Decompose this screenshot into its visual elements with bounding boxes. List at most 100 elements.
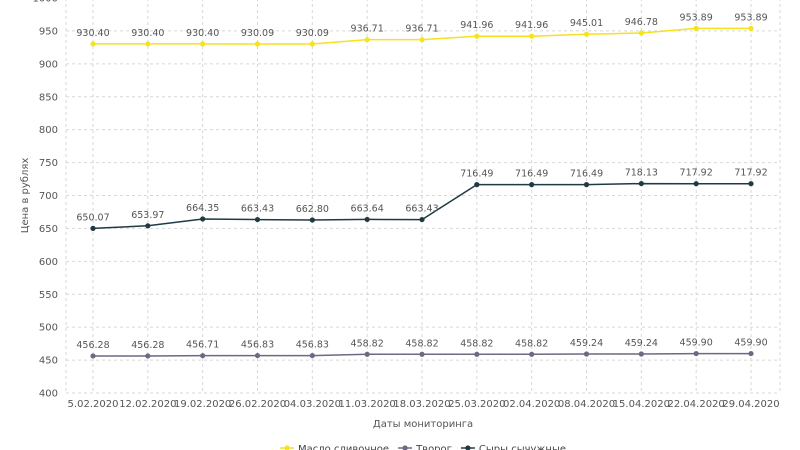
data-point[interactable] bbox=[200, 216, 206, 222]
data-point[interactable] bbox=[583, 31, 590, 37]
data-label: 458.82 bbox=[515, 338, 548, 349]
y-tick-label: 500 bbox=[39, 323, 58, 334]
data-label: 458.82 bbox=[351, 338, 384, 349]
data-point[interactable] bbox=[145, 353, 151, 359]
series-1: 930.40 930.40 930.40 930.09 930.09 936.71 936.… bbox=[76, 12, 768, 47]
data-point[interactable] bbox=[474, 351, 480, 357]
data-point[interactable] bbox=[529, 33, 535, 39]
data-point[interactable] bbox=[254, 216, 261, 223]
x-axis-ticks: 5.02.2020 12.02.202019.02.202026.02.20200… bbox=[68, 399, 780, 410]
data-label: 716.49 bbox=[460, 169, 493, 180]
data-label: 930.40 bbox=[186, 28, 219, 39]
data-label: 653.97 bbox=[131, 210, 164, 221]
data-point[interactable] bbox=[364, 351, 370, 357]
x-tick-label: 08.04.2020 bbox=[558, 399, 615, 410]
y-tick-label: 700 bbox=[39, 191, 58, 202]
legend-marker bbox=[284, 445, 290, 450]
data-point[interactable] bbox=[748, 350, 754, 357]
legend-item-3[interactable]: Сыры сычужные bbox=[460, 444, 566, 450]
data-label: 930.40 bbox=[131, 28, 164, 39]
data-label: 936.71 bbox=[351, 24, 384, 35]
data-point[interactable] bbox=[638, 351, 644, 357]
y-tick-label: 900 bbox=[39, 59, 58, 70]
data-label: 664.35 bbox=[186, 203, 219, 214]
y-tick-label: 800 bbox=[39, 125, 58, 136]
data-point[interactable] bbox=[90, 225, 96, 231]
data-point[interactable] bbox=[419, 216, 425, 223]
data-point[interactable] bbox=[748, 181, 754, 187]
legend: Масло сливочное Творог Сыры сычужные bbox=[280, 444, 566, 450]
data-label: 456.28 bbox=[131, 340, 164, 351]
data-point[interactable] bbox=[90, 41, 96, 47]
data-label: 458.82 bbox=[405, 338, 438, 349]
data-point[interactable] bbox=[748, 25, 754, 31]
x-tick-label: 12.02.2020 bbox=[119, 399, 176, 410]
data-label: 663.43 bbox=[241, 204, 274, 215]
data-label: 459.24 bbox=[570, 338, 603, 349]
data-label: 953.89 bbox=[680, 12, 713, 23]
data-label: 716.49 bbox=[515, 169, 548, 180]
data-point[interactable] bbox=[693, 181, 699, 187]
grid bbox=[65, 0, 781, 394]
y-tick-label: 550 bbox=[39, 290, 58, 301]
data-point[interactable] bbox=[529, 182, 535, 188]
data-label: 945.01 bbox=[570, 18, 603, 29]
data-label: 456.71 bbox=[186, 340, 219, 351]
data-point[interactable] bbox=[254, 352, 261, 359]
series-2: 456.28 456.28 456.71 456.83 456.83 458.82 458.… bbox=[76, 338, 768, 359]
data-label: 930.09 bbox=[296, 28, 329, 39]
data-point[interactable] bbox=[419, 37, 425, 43]
x-tick-label: 18.03.2020 bbox=[393, 399, 450, 410]
y-tick-label: 600 bbox=[39, 257, 58, 268]
data-label: 718.13 bbox=[625, 168, 658, 179]
data-label: 456.83 bbox=[241, 340, 274, 351]
data-point[interactable] bbox=[200, 41, 206, 47]
data-point[interactable] bbox=[693, 350, 699, 357]
data-point[interactable] bbox=[474, 182, 480, 188]
data-point[interactable] bbox=[200, 353, 206, 359]
data-label: 662.80 bbox=[296, 204, 329, 215]
data-point[interactable] bbox=[90, 353, 96, 359]
data-point[interactable] bbox=[419, 351, 425, 357]
legend-item-2[interactable]: Творог bbox=[398, 444, 452, 450]
data-point[interactable] bbox=[254, 41, 261, 47]
data-point[interactable] bbox=[309, 352, 315, 359]
data-label: 930.09 bbox=[241, 28, 274, 39]
y-tick-label: 750 bbox=[39, 158, 58, 169]
data-point[interactable] bbox=[638, 180, 644, 187]
y-tick-label: 950 bbox=[39, 26, 58, 37]
data-label: 459.90 bbox=[680, 338, 713, 349]
data-point[interactable] bbox=[364, 37, 370, 43]
data-label: 456.83 bbox=[296, 340, 329, 351]
data-point[interactable] bbox=[364, 216, 370, 223]
data-point[interactable] bbox=[529, 351, 535, 357]
data-point[interactable] bbox=[583, 351, 590, 357]
y-axis-title: Цена в рублях bbox=[20, 158, 31, 234]
data-point[interactable] bbox=[638, 30, 644, 36]
legend-marker bbox=[465, 445, 471, 450]
data-label: 946.78 bbox=[625, 17, 658, 28]
data-label: 458.82 bbox=[460, 338, 493, 349]
x-tick-label: 29.04.2020 bbox=[722, 399, 779, 410]
data-point[interactable] bbox=[309, 217, 315, 223]
data-point[interactable] bbox=[145, 223, 151, 229]
x-axis-title: Даты мониторинга bbox=[373, 419, 473, 430]
data-point[interactable] bbox=[693, 25, 699, 31]
y-tick-label: 450 bbox=[39, 356, 58, 367]
data-point[interactable] bbox=[583, 182, 590, 188]
data-label: 717.92 bbox=[680, 168, 713, 179]
data-label: 941.96 bbox=[515, 20, 548, 31]
y-tick-label: 850 bbox=[39, 92, 58, 103]
x-tick-label: 19.02.2020 bbox=[174, 399, 231, 410]
x-tick-label: 25.03.2020 bbox=[448, 399, 505, 410]
legend-marker bbox=[402, 445, 408, 450]
data-point[interactable] bbox=[309, 41, 315, 47]
data-point[interactable] bbox=[145, 41, 151, 47]
data-point[interactable] bbox=[474, 33, 480, 39]
x-tick-label: 11.03.2020 bbox=[339, 399, 396, 410]
legend-label: Творог bbox=[415, 444, 452, 450]
data-label: 663.43 bbox=[405, 204, 438, 215]
legend-item-1[interactable]: Масло сливочное bbox=[280, 444, 389, 450]
